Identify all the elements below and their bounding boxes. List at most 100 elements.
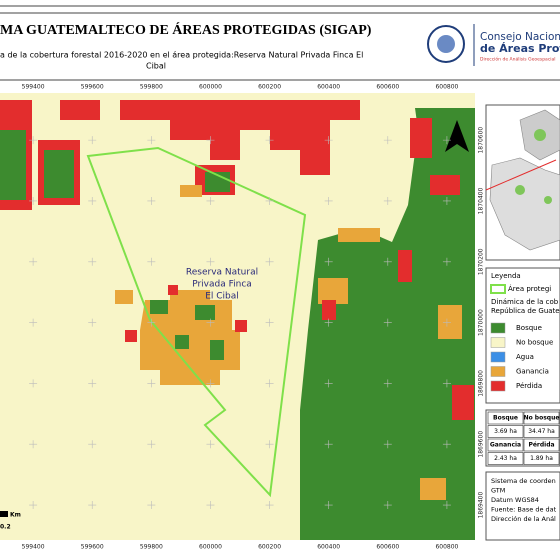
grid-cross xyxy=(206,257,215,266)
table-text: 3.69 ha xyxy=(494,428,517,435)
grid-cross xyxy=(29,440,38,449)
grid-cross xyxy=(88,257,97,266)
x-coord-label: 599800 xyxy=(140,544,163,551)
legend-swatch xyxy=(490,366,506,377)
x-coord-label: 600400 xyxy=(317,544,340,551)
legend-label: No bosque xyxy=(516,339,553,347)
y-coord-label: 1869600 xyxy=(478,431,485,458)
map xyxy=(0,93,475,540)
perdida xyxy=(235,320,247,332)
x-coord-label: 599400 xyxy=(22,84,45,91)
x-coord-label: 600800 xyxy=(435,84,458,91)
table-cell xyxy=(487,425,524,438)
grid-cross xyxy=(88,318,97,327)
grid-cross xyxy=(147,196,156,205)
legend-swatch xyxy=(490,380,506,392)
legend-subheader: Dinámica de la cob xyxy=(491,298,559,306)
grid-cross xyxy=(265,440,274,449)
grid-cross xyxy=(383,136,392,145)
scale-bar xyxy=(0,511,8,517)
perdida xyxy=(430,175,460,195)
legend-label: Ganancia xyxy=(516,368,549,376)
grid-cross xyxy=(324,257,333,266)
legend-subheader: República de Guate xyxy=(491,307,560,315)
grid-cross xyxy=(265,257,274,266)
logo xyxy=(427,24,475,66)
x-coord-label: 600600 xyxy=(376,544,399,551)
grid-cross xyxy=(324,379,333,388)
y-coord-label: 1870000 xyxy=(478,309,485,336)
x-coord-label: 600400 xyxy=(317,84,340,91)
grid-cross xyxy=(324,440,333,449)
x-coord-label: 599400 xyxy=(22,544,45,551)
legend-label: Área protegi xyxy=(508,284,551,293)
x-coord-label: 600200 xyxy=(258,84,281,91)
grid-cross xyxy=(206,440,215,449)
bosque xyxy=(300,108,475,540)
ganancia xyxy=(180,185,202,197)
protected-area xyxy=(86,146,307,498)
grid-cross xyxy=(442,379,451,388)
scale-value: 0.2 xyxy=(0,524,11,531)
x-coord-label: 600000 xyxy=(199,84,222,91)
table-text: No bosque xyxy=(524,415,560,422)
legend-swatch xyxy=(490,284,506,294)
grid-cross xyxy=(147,440,156,449)
grid-cross xyxy=(29,257,38,266)
subtitle: a de la cobertura forestal 2016-2020 en … xyxy=(0,51,363,60)
x-coord-label: 599800 xyxy=(140,84,163,91)
table-text: Pérdida xyxy=(528,442,554,449)
area-label: Reserva Natural xyxy=(186,268,258,278)
scale-unit: Km xyxy=(10,512,21,519)
table-cell xyxy=(487,411,524,425)
legend-swatch xyxy=(490,322,506,334)
grid-cross xyxy=(442,257,451,266)
grid-cross xyxy=(88,196,97,205)
legend-swatch xyxy=(490,337,506,348)
grid-cross xyxy=(265,196,274,205)
subtitle: Cibal xyxy=(146,62,166,71)
perdida xyxy=(452,385,474,420)
grid-cross xyxy=(88,501,97,510)
table-text: 1.89 ha xyxy=(530,455,553,462)
table-text: Ganancia xyxy=(490,442,521,449)
grid-cross xyxy=(88,379,97,388)
x-coord-label: 600000 xyxy=(199,544,222,551)
grid-cross xyxy=(29,196,38,205)
bosque xyxy=(150,300,168,314)
grid-cross xyxy=(29,318,38,327)
grid-cross xyxy=(442,501,451,510)
grid-cross xyxy=(442,196,451,205)
area-label: El Cibal xyxy=(205,292,239,302)
footer-text: Fuente: Base de dat xyxy=(491,506,557,514)
table-cell xyxy=(487,438,524,452)
bosque xyxy=(195,305,215,320)
grid-cross xyxy=(324,136,333,145)
y-coord-label: 1869800 xyxy=(478,370,485,397)
grid-cross xyxy=(206,136,215,145)
footer-text: Sistema de coorden xyxy=(491,477,556,485)
grid-cross xyxy=(147,257,156,266)
inset-map xyxy=(485,109,560,251)
perdida xyxy=(322,300,336,320)
perdida xyxy=(120,100,360,175)
grid-cross xyxy=(206,379,215,388)
grid-cross xyxy=(383,196,392,205)
grid-cross xyxy=(324,196,333,205)
perdida xyxy=(60,100,100,120)
table-text: 2.43 ha xyxy=(494,455,517,462)
grid-cross xyxy=(147,318,156,327)
grid-cross xyxy=(147,379,156,388)
ganancia xyxy=(318,278,348,304)
table-cell xyxy=(487,452,524,465)
north-arrow xyxy=(445,120,469,152)
table-text: Bosque xyxy=(493,415,518,422)
grid-cross xyxy=(383,318,392,327)
grid-cross xyxy=(383,440,392,449)
table-cell xyxy=(523,425,560,438)
perdida xyxy=(125,330,137,342)
table-cell xyxy=(523,452,560,465)
grid-cross xyxy=(265,318,274,327)
table-text: 34.47 ha xyxy=(528,428,555,435)
